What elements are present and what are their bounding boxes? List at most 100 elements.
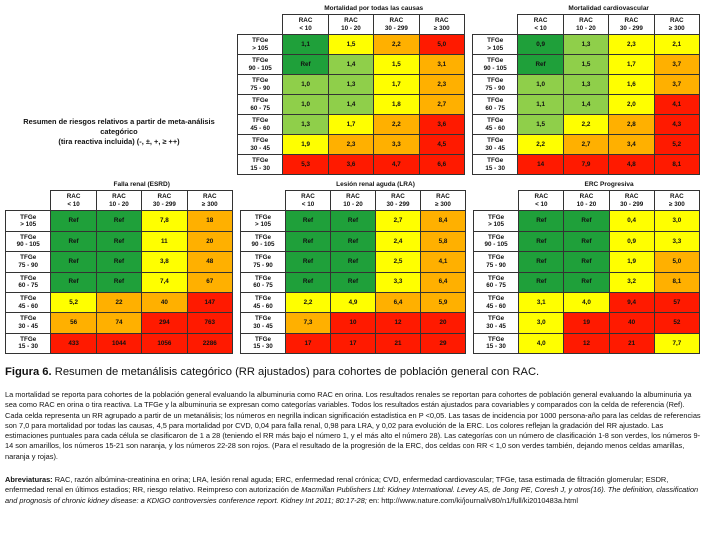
column-header: RAC ≥ 300 xyxy=(186,189,234,212)
heat-cell: 1,5 xyxy=(373,54,420,75)
row-label: TFGe 15 - 30 xyxy=(236,154,284,175)
label-line: TFGe xyxy=(254,274,272,282)
row-label: TFGe 15 - 30 xyxy=(472,332,520,355)
label-line: 15 - 30 xyxy=(486,343,506,351)
table-title: ERC Progresiva xyxy=(584,181,634,189)
header-line: RAC xyxy=(534,193,549,201)
column-header: RAC ≥ 300 xyxy=(653,14,701,35)
label-line: > 105 xyxy=(252,44,269,52)
heat-cell: 8,1 xyxy=(653,154,701,175)
heat-cell: 3,0 xyxy=(653,210,701,232)
label-line: TFGe xyxy=(20,213,37,221)
heat-cell: 0,9 xyxy=(517,34,564,55)
data-row: TFGe 75 - 90 Ref Ref 2,5 4,1 xyxy=(240,251,466,273)
label-line: TFGe xyxy=(488,335,505,343)
heat-cell: 1,3 xyxy=(562,34,610,55)
label-line: TFGe xyxy=(488,295,505,303)
heat-cell: 2,7 xyxy=(562,134,610,155)
heat-cell: Ref xyxy=(285,210,331,232)
heat-cell: 40 xyxy=(141,291,188,314)
header-line: ≥ 300 xyxy=(435,200,451,208)
heat-cell: 1,3 xyxy=(327,74,375,95)
heat-cell: 1,0 xyxy=(282,74,329,95)
header-line: ≥ 300 xyxy=(433,24,450,32)
data-row: TFGe 90 - 105 Ref Ref 11 20 xyxy=(4,230,234,253)
heat-cell: 3,1 xyxy=(418,54,466,75)
label-line: TFGe xyxy=(488,274,505,282)
header-line: RAC xyxy=(624,17,639,24)
label-line: 30 - 45 xyxy=(253,322,273,330)
heat-cell: 17 xyxy=(330,332,376,355)
heat-cell: 2,2 xyxy=(285,291,331,314)
heat-cell: 3,0 xyxy=(518,312,565,334)
label-line: TFGe xyxy=(254,213,272,221)
header-line: RAC xyxy=(434,17,449,24)
heat-cell: 2,7 xyxy=(418,94,466,115)
column-header: RAC < 10 xyxy=(282,14,329,35)
table-title: Lesión renal aguda (LRA) xyxy=(336,181,415,189)
heat-cell: 1044 xyxy=(95,332,143,355)
heat-cell: 1,9 xyxy=(608,251,655,273)
row-label: TFGe 60 - 75 xyxy=(236,94,284,115)
label-line: TFGe xyxy=(252,77,269,84)
header-line: 10 - 20 xyxy=(109,200,129,208)
heatmap-table: Mortalidad por todas las causas RAC < 10 RA… xyxy=(236,4,466,175)
data-row: TFGe 15 - 30 14 7,9 4,8 8,1 xyxy=(471,154,701,175)
data-row: TFGe > 105 Ref Ref 2,7 8,4 xyxy=(240,210,466,232)
data-row: TFGe 45 - 60 5,2 22 40 147 xyxy=(4,291,234,314)
heat-cell: Ref xyxy=(50,210,97,232)
data-row: TFGe 75 - 90 1,0 1,3 1,7 2,3 xyxy=(236,74,466,95)
data-row: TFGe 75 - 90 Ref Ref 1,9 5,0 xyxy=(472,251,701,273)
data-row: TFGe 45 - 60 2,2 4,9 6,4 5,9 xyxy=(240,291,466,314)
label-line: 45 - 60 xyxy=(18,302,38,310)
heat-cell: Ref xyxy=(330,230,376,253)
heat-cell: Ref xyxy=(517,54,564,75)
heat-cell: Ref xyxy=(518,230,565,253)
heat-cell: 2,0 xyxy=(608,94,655,115)
heat-cell: 7,4 xyxy=(141,271,188,293)
heat-cell: 18 xyxy=(186,210,234,232)
heat-cell: 3,3 xyxy=(373,134,420,155)
column-header: RAC 10 - 20 xyxy=(330,189,376,212)
heat-cell: 20 xyxy=(420,312,466,334)
heatmap-table: Falla renal (ESRD) RAC < 10 RAC 10 - 20 RAC 30… xyxy=(4,180,234,355)
data-row: TFGe 30 - 45 2,2 2,7 3,4 5,2 xyxy=(471,134,701,155)
label-line: TFGe xyxy=(487,37,504,44)
heat-cell: 19 xyxy=(563,312,610,334)
heat-cell: 7,7 xyxy=(653,332,701,355)
heat-cell: 4,7 xyxy=(373,154,420,175)
row-label: TFGe 75 - 90 xyxy=(472,251,520,273)
heat-cell: 8,1 xyxy=(653,271,701,293)
heat-cell: Ref xyxy=(95,210,143,232)
label-line: 45 - 60 xyxy=(253,302,273,310)
column-header: RAC ≥ 300 xyxy=(653,189,701,212)
heat-cell: 0,9 xyxy=(608,230,655,253)
label-line: TFGe xyxy=(488,315,505,323)
citation: Macmillan Publishers Ltd: Kidney Interna… xyxy=(5,485,699,505)
table-title: Mortalidad cardiovascular xyxy=(568,5,649,13)
header-line: RAC xyxy=(669,17,684,24)
label-line: TFGe xyxy=(487,137,504,144)
heat-cell: 10 xyxy=(330,312,376,334)
heat-cell: Ref xyxy=(518,251,565,273)
row-label: TFGe 15 - 30 xyxy=(471,154,519,175)
data-row: TFGe 75 - 90 Ref Ref 3,8 48 xyxy=(4,251,234,273)
heat-cell: 67 xyxy=(186,271,234,293)
heat-cell: 1,7 xyxy=(608,54,655,75)
header-line: RAC xyxy=(624,193,639,201)
data-row: TFGe 30 - 45 7,3 10 12 20 xyxy=(240,312,466,334)
header-line: RAC xyxy=(579,193,594,201)
label-line: TFGe xyxy=(20,315,37,323)
heat-cell: 3,7 xyxy=(653,74,701,95)
summary-text: Resumen de riesgos relativos a partir de… xyxy=(4,117,234,147)
label-line: 15 - 30 xyxy=(250,164,270,172)
label-line: 60 - 75 xyxy=(253,282,273,290)
heat-cell: 4,9 xyxy=(330,291,376,314)
label-line: TFGe xyxy=(488,254,505,262)
label-line: TFGe xyxy=(488,213,505,221)
heat-cell: 2,3 xyxy=(418,74,466,95)
header-row: RAC < 10 RAC 10 - 20 RAC 30 - 299 RAC ≥ 300 xyxy=(473,14,701,35)
header-line: RAC xyxy=(301,193,315,201)
row-label: TFGe > 105 xyxy=(236,34,284,55)
header-line: < 10 xyxy=(301,200,315,208)
